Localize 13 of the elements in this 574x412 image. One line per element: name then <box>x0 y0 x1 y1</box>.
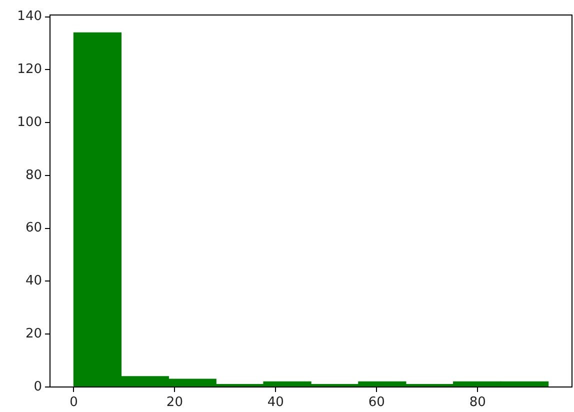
x-tick-label: 0 <box>70 395 78 410</box>
x-tick-label: 40 <box>267 395 284 410</box>
y-tick-label: 80 <box>25 168 42 183</box>
y-tick-label: 0 <box>34 379 42 394</box>
y-tick-label: 140 <box>17 9 42 24</box>
y-tick-label: 20 <box>25 326 42 342</box>
y-tick-label: 100 <box>17 114 42 130</box>
x-tick-label: 80 <box>469 395 486 410</box>
x-tick-label: 20 <box>166 395 183 410</box>
x-tick-label: 60 <box>368 395 385 410</box>
y-tick-label: 120 <box>17 62 42 78</box>
y-tick-label: 60 <box>25 220 42 236</box>
y-tick-label: 40 <box>25 274 42 289</box>
